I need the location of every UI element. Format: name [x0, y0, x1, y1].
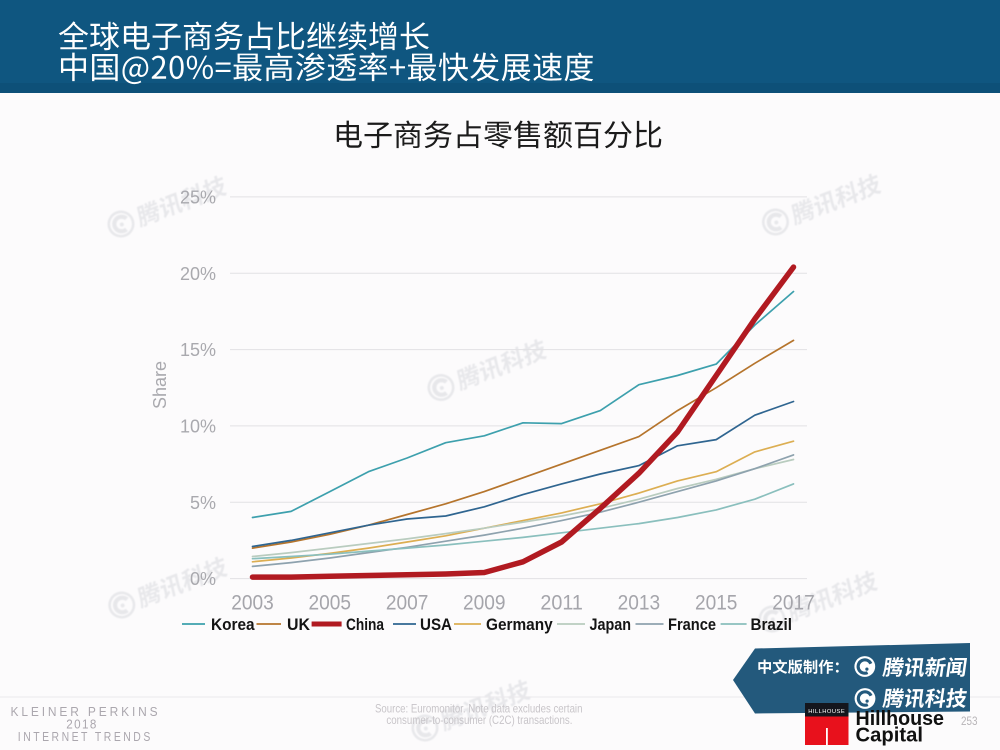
svg-text:Brazil: Brazil: [751, 616, 793, 634]
svg-text:INTERNET TRENDS: INTERNET TRENDS: [18, 730, 153, 744]
svg-text:10%: 10%: [180, 417, 216, 437]
svg-text:2013: 2013: [618, 592, 661, 615]
svg-text:2003: 2003: [231, 592, 274, 615]
svg-text:HILLHOUSE: HILLHOUSE: [808, 709, 845, 715]
svg-text:20%: 20%: [180, 264, 216, 284]
svg-text:Source: Euromonitor. Note data: Source: Euromonitor. Note data excludes …: [375, 702, 583, 716]
svg-text:2009: 2009: [463, 592, 506, 615]
svg-text:China: China: [346, 616, 385, 634]
svg-text:2017: 2017: [772, 592, 815, 615]
svg-text:KLEINER PERKINS: KLEINER PERKINS: [11, 705, 161, 719]
svg-text:Capital: Capital: [856, 724, 924, 747]
svg-text:Hillhouse: Hillhouse: [856, 707, 945, 730]
svg-text:Share: Share: [150, 361, 170, 409]
svg-text:2005: 2005: [309, 592, 352, 615]
svg-text:2007: 2007: [386, 592, 429, 615]
svg-text:France: France: [668, 616, 716, 634]
svg-text:consumer-to-consumer (C2C) tra: consumer-to-consumer (C2C) transactions.: [386, 713, 572, 727]
svg-text:UK: UK: [287, 616, 310, 634]
svg-text:5%: 5%: [190, 493, 216, 513]
svg-text:2015: 2015: [695, 592, 738, 615]
svg-text:2018: 2018: [66, 717, 98, 731]
svg-text:15%: 15%: [180, 340, 216, 360]
svg-text:0%: 0%: [190, 569, 216, 589]
svg-text:Japan: Japan: [590, 616, 632, 634]
svg-text:Germany: Germany: [486, 616, 553, 634]
svg-text:Korea: Korea: [211, 616, 255, 634]
svg-text:USA: USA: [420, 616, 452, 634]
svg-text:253: 253: [961, 716, 978, 728]
svg-text:2011: 2011: [540, 592, 583, 615]
svg-text:25%: 25%: [180, 188, 216, 208]
